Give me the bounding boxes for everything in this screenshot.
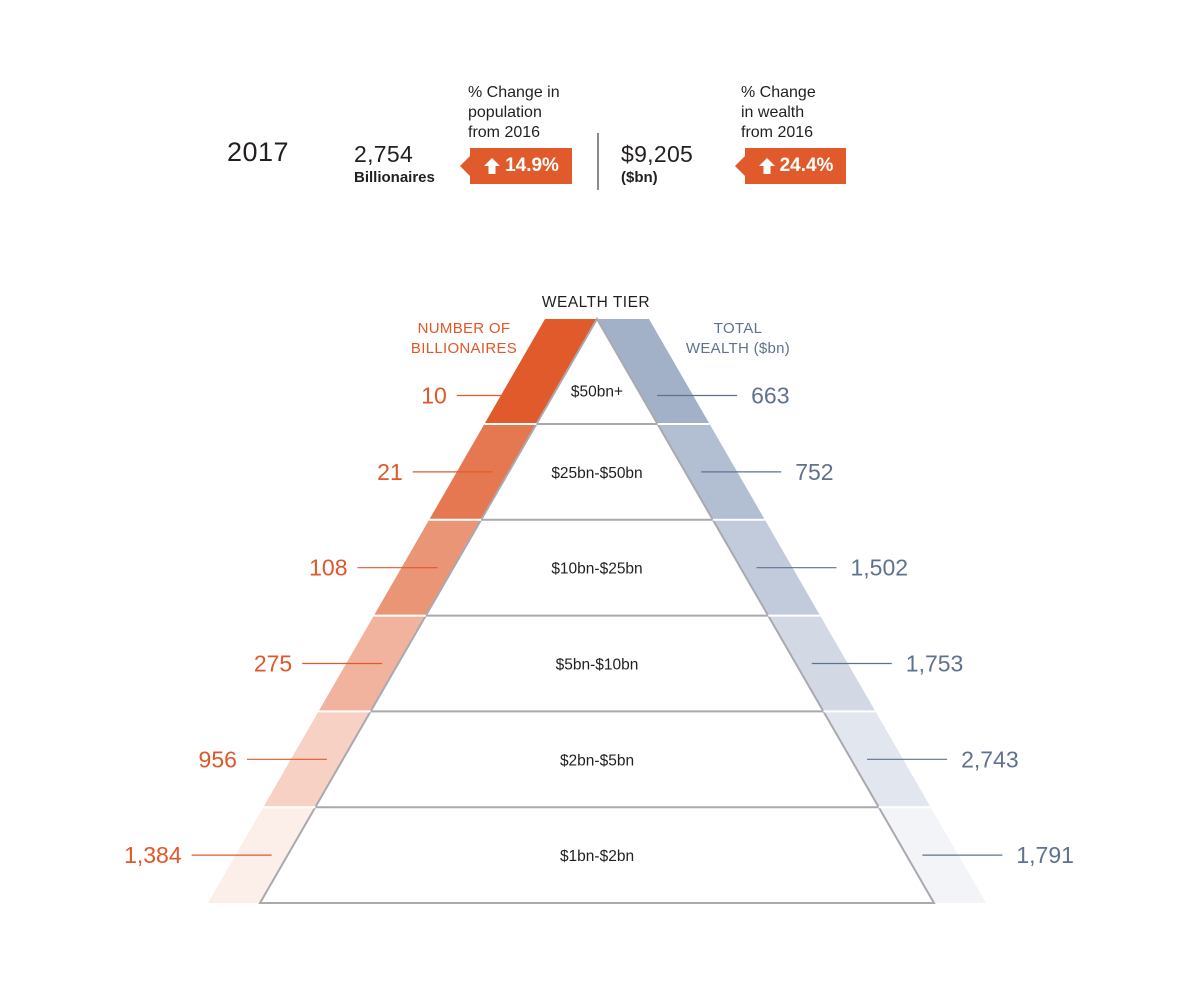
wealth-value-label: 2,743: [961, 746, 1019, 772]
billionaire-count-label: 275: [254, 651, 292, 677]
total-wealth-unit: ($bn): [621, 169, 658, 186]
billionaire-count-label: 10: [421, 383, 447, 409]
wealth-header-line: TOTAL: [714, 320, 762, 337]
population-change-note: % Change in population from 2016: [468, 83, 560, 143]
wealth-value-label: 1,502: [851, 555, 909, 581]
tier-triangle: [258, 316, 936, 904]
billionaires-label: Billionaires: [354, 169, 435, 186]
wealth-change-value: 24.4%: [779, 155, 834, 176]
billionaires-count: 2,754: [354, 141, 414, 167]
year-label: 2017: [227, 137, 290, 167]
wealth-tier-title: WEALTH TIER: [542, 294, 650, 311]
billionaire-count-label: 956: [199, 746, 237, 772]
arrow-up-icon: [758, 158, 775, 174]
billionaire-count-label: 1,384: [124, 842, 182, 868]
tier-label: $2bn-$5bn: [560, 752, 634, 769]
leader-lines: [191, 394, 1003, 856]
wealth-header-line: WEALTH ($bn): [686, 340, 790, 357]
wealth-band: [597, 319, 710, 424]
wealth-change-note-line: in wealth: [741, 104, 805, 121]
arrow-up-icon: [484, 158, 501, 174]
summary-divider: [597, 133, 599, 190]
wealth-change-note-line: from 2016: [741, 124, 814, 141]
billionaire-band: [484, 319, 597, 424]
population-change-note-line: from 2016: [468, 124, 541, 141]
tier-label: $25bn-$50bn: [551, 465, 642, 482]
wealth-value-label: 752: [795, 459, 833, 485]
wealth-value-label: 663: [751, 383, 789, 409]
population-change-note-line: % Change in: [468, 84, 560, 101]
billionaire-count-label: 108: [309, 555, 347, 581]
tier-label: $10bn-$25bn: [551, 561, 642, 578]
total-wealth-value: $9,205: [621, 141, 694, 167]
tier-label: $5bn-$10bn: [556, 657, 639, 674]
tier-triangle-outline: [258, 316, 936, 904]
wealth-change-badge: 24.4%: [735, 148, 846, 184]
wealth-change-note: % Change in wealth from 2016: [741, 83, 816, 143]
tier-label: $1bn-$2bn: [560, 848, 634, 865]
wealth-value-label: 1,791: [1016, 842, 1074, 868]
badge-pointer: [460, 156, 470, 176]
billionaires-header-line: BILLIONAIRES: [411, 340, 517, 357]
population-change-note-line: population: [468, 104, 542, 121]
wealth-value-label: 1,753: [906, 651, 964, 677]
wealth-values: 663 752 1,502 1,753 2,743 1,791: [751, 383, 1074, 869]
billionaire-count-label: 21: [377, 459, 403, 485]
billionaire-values: 10 21 108 275 956 1,384: [124, 383, 447, 869]
population-change-value: 14.9%: [505, 155, 559, 176]
badge-pointer: [735, 156, 745, 176]
tier-labels: $50bn+ $25bn-$50bn $10bn-$25bn $5bn-$10bn $2…: [551, 384, 642, 866]
tier-label: $50bn+: [571, 384, 623, 401]
wealth-change-note-line: % Change: [741, 84, 816, 101]
billionaires-header-line: NUMBER OF: [418, 320, 511, 337]
population-change-badge: 14.9%: [460, 148, 572, 184]
